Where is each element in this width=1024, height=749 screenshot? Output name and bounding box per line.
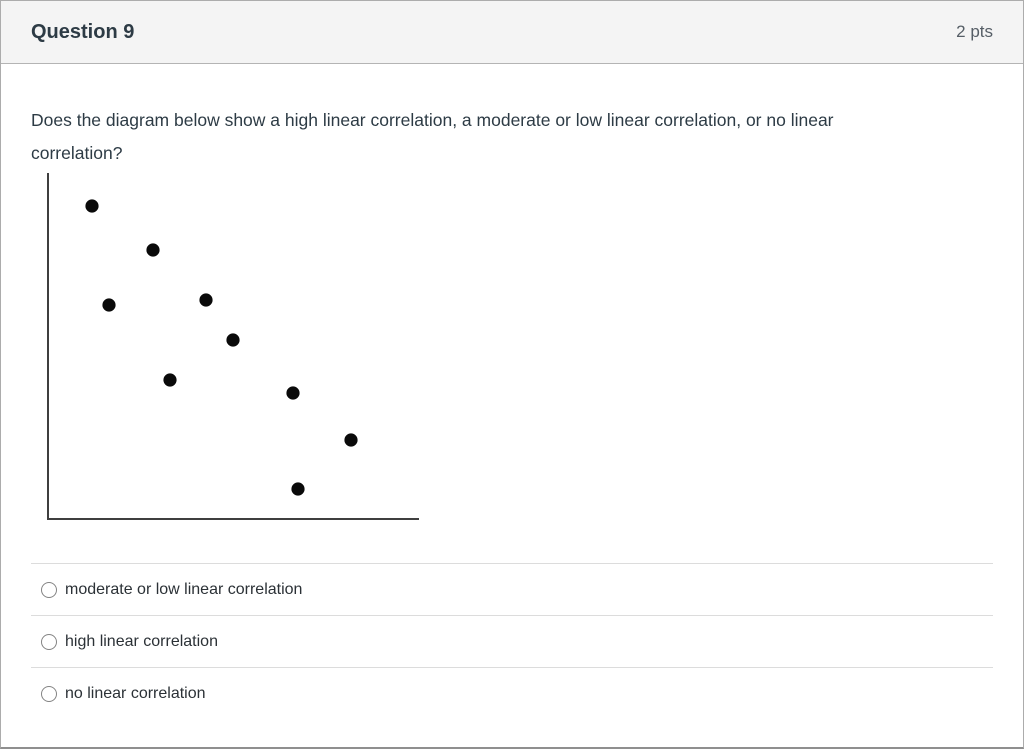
answer-options-list: moderate or low linear correlation high … xyxy=(31,563,993,720)
answer-option-row: moderate or low linear correlation xyxy=(31,564,993,616)
scatter-dot xyxy=(163,373,177,387)
answer-option-label[interactable]: no linear correlation xyxy=(65,685,206,702)
radio-button[interactable] xyxy=(41,686,57,702)
answer-option-row: high linear correlation xyxy=(31,616,993,668)
question-text: Does the diagram below show a high linea… xyxy=(31,110,834,163)
scatter-dot xyxy=(102,298,116,312)
question-body: Does the diagram below show a high linea… xyxy=(1,64,1023,747)
scatter-dot xyxy=(85,199,99,213)
scatter-dot xyxy=(226,333,240,347)
radio-button[interactable] xyxy=(41,633,57,650)
answer-option-label[interactable]: moderate or low linear correlation xyxy=(65,580,303,598)
scatter-dot xyxy=(344,433,358,447)
scatter-plot-figure xyxy=(47,173,419,520)
scatter-dot xyxy=(199,293,213,307)
scatter-dot xyxy=(286,386,300,400)
scatter-dot xyxy=(146,243,160,257)
scatter-points xyxy=(85,199,358,496)
question-header: Question 9 2 pts xyxy=(1,1,1023,64)
question-title: Question 9 xyxy=(31,20,135,43)
answer-option-label[interactable]: high linear correlation xyxy=(65,632,218,650)
question-points: 2 pts xyxy=(956,22,993,41)
radio-button[interactable] xyxy=(41,581,57,598)
scatter-dot xyxy=(291,482,305,496)
answer-option-row: no linear correlation xyxy=(31,668,993,720)
